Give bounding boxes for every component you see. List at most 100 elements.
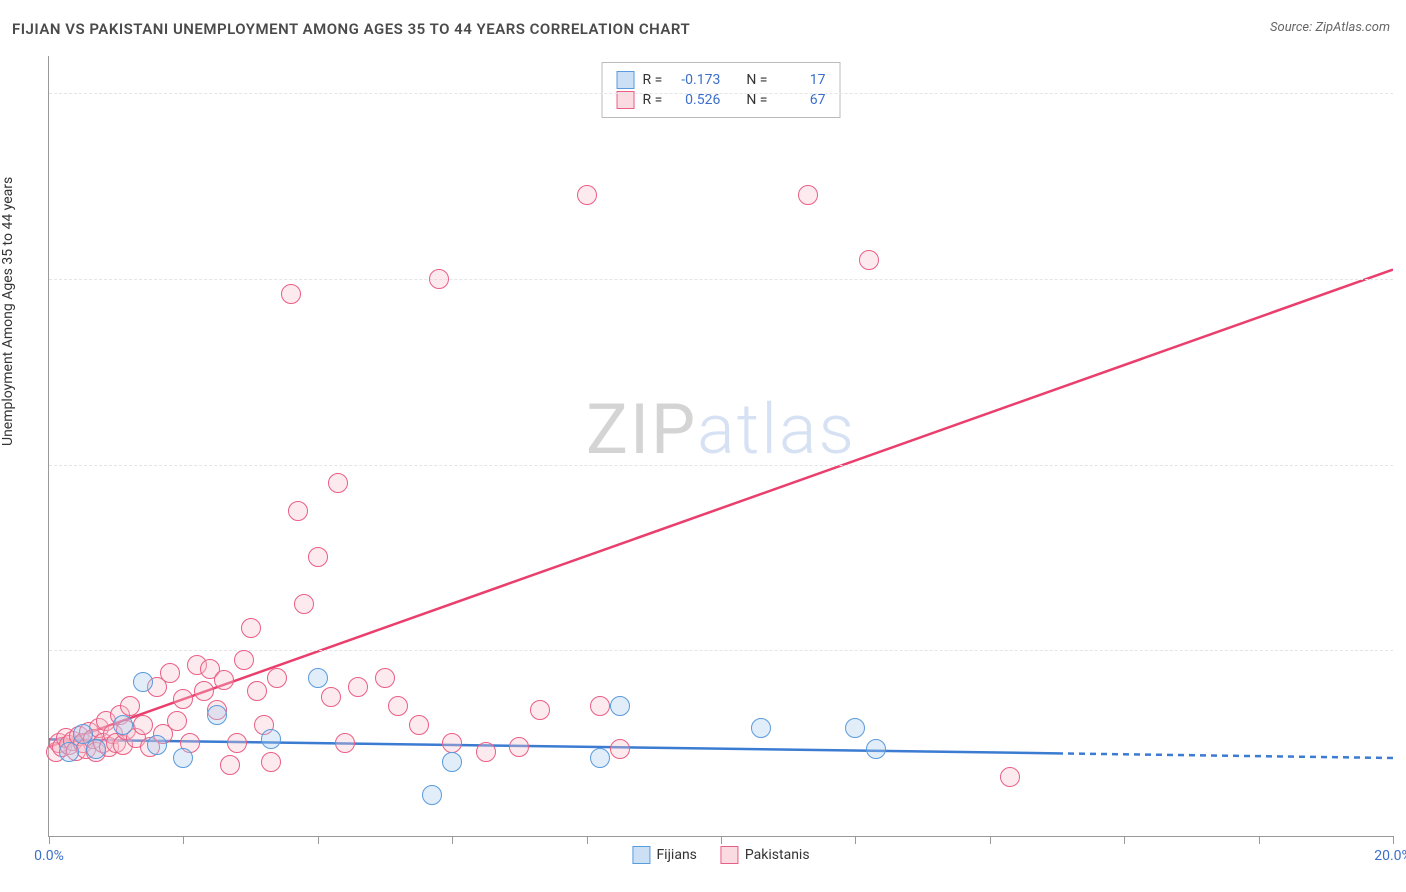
n-value-fijians: 17 bbox=[775, 72, 825, 88]
data-point bbox=[590, 696, 610, 716]
r-value-pakistanis: 0.526 bbox=[670, 92, 720, 108]
data-point bbox=[335, 733, 355, 753]
data-point bbox=[86, 739, 106, 759]
gridline bbox=[49, 465, 1393, 466]
correlation-stats-box: R = -0.173 N = 17 R = 0.526 N = 67 bbox=[602, 62, 841, 118]
gridline bbox=[49, 279, 1393, 280]
source-name: ZipAtlas.com bbox=[1315, 20, 1390, 35]
data-point bbox=[261, 729, 281, 749]
stat-row-fijians: R = -0.173 N = 17 bbox=[617, 71, 826, 89]
data-point bbox=[442, 752, 462, 772]
x-tick bbox=[1393, 836, 1394, 844]
data-point bbox=[167, 711, 187, 731]
data-point bbox=[113, 715, 133, 735]
data-point bbox=[866, 739, 886, 759]
legend-item-pakistanis: Pakistanis bbox=[721, 846, 810, 864]
data-point bbox=[133, 715, 153, 735]
data-point bbox=[59, 742, 79, 762]
legend-swatch-fijians bbox=[632, 846, 650, 864]
x-tick-label: 20.0% bbox=[1374, 848, 1406, 864]
legend: Fijians Pakistanis bbox=[632, 846, 809, 864]
x-tick bbox=[990, 836, 991, 844]
watermark-atlas: atlas bbox=[697, 389, 856, 471]
y-axis-label: Unemployment Among Ages 35 to 44 years bbox=[0, 177, 16, 446]
data-point bbox=[476, 742, 496, 762]
data-point bbox=[610, 696, 630, 716]
data-point bbox=[845, 718, 865, 738]
x-tick bbox=[318, 836, 319, 844]
data-point bbox=[261, 752, 281, 772]
data-point bbox=[227, 733, 247, 753]
data-point bbox=[308, 547, 328, 567]
data-point bbox=[288, 501, 308, 521]
n-label: N = bbox=[746, 72, 767, 88]
legend-item-fijians: Fijians bbox=[632, 846, 696, 864]
data-point bbox=[234, 650, 254, 670]
data-point bbox=[375, 668, 395, 688]
data-point bbox=[509, 737, 529, 757]
data-point bbox=[194, 681, 214, 701]
data-point bbox=[429, 269, 449, 289]
legend-label-fijians: Fijians bbox=[656, 847, 696, 863]
data-point bbox=[133, 672, 153, 692]
data-point bbox=[308, 668, 328, 688]
n-label: N = bbox=[746, 92, 767, 108]
data-point bbox=[590, 748, 610, 768]
data-point bbox=[160, 663, 180, 683]
data-point bbox=[328, 473, 348, 493]
x-tick bbox=[855, 836, 856, 844]
r-label: R = bbox=[643, 72, 663, 88]
x-tick bbox=[183, 836, 184, 844]
r-label: R = bbox=[643, 92, 663, 108]
r-value-fijians: -0.173 bbox=[670, 72, 720, 88]
data-point bbox=[294, 594, 314, 614]
trend-lines-layer bbox=[49, 56, 1393, 836]
watermark-zip: ZIP bbox=[586, 389, 697, 471]
data-point bbox=[1000, 767, 1020, 787]
y-tick-label: 10.0% bbox=[1398, 642, 1406, 658]
legend-label-pakistanis: Pakistanis bbox=[745, 847, 810, 863]
data-point bbox=[147, 735, 167, 755]
n-value-pakistanis: 67 bbox=[775, 92, 825, 108]
plot-area: ZIPatlas R = -0.173 N = 17 R = 0.526 N =… bbox=[48, 56, 1393, 837]
data-point bbox=[120, 696, 140, 716]
source-credit: Source: ZipAtlas.com bbox=[1270, 20, 1390, 35]
data-point bbox=[321, 687, 341, 707]
gridline bbox=[49, 93, 1393, 94]
x-tick bbox=[1259, 836, 1260, 844]
gridline bbox=[49, 650, 1393, 651]
data-point bbox=[267, 668, 287, 688]
x-tick bbox=[1124, 836, 1125, 844]
data-point bbox=[220, 755, 240, 775]
y-tick-label: 40.0% bbox=[1398, 85, 1406, 101]
data-point bbox=[442, 733, 462, 753]
data-point bbox=[610, 739, 630, 759]
data-point bbox=[859, 250, 879, 270]
x-tick bbox=[587, 836, 588, 844]
data-point bbox=[173, 689, 193, 709]
data-point bbox=[241, 618, 261, 638]
legend-swatch-pakistanis bbox=[721, 846, 739, 864]
data-point bbox=[577, 185, 597, 205]
x-tick bbox=[452, 836, 453, 844]
x-tick bbox=[721, 836, 722, 844]
data-point bbox=[207, 705, 227, 725]
watermark: ZIPatlas bbox=[586, 389, 856, 471]
data-point bbox=[348, 677, 368, 697]
data-point bbox=[214, 670, 234, 690]
data-point bbox=[173, 748, 193, 768]
data-point bbox=[388, 696, 408, 716]
y-tick-label: 20.0% bbox=[1398, 457, 1406, 473]
data-point bbox=[247, 681, 267, 701]
x-tick-label: 0.0% bbox=[34, 848, 64, 864]
data-point bbox=[530, 700, 550, 720]
data-point bbox=[751, 718, 771, 738]
swatch-fijians bbox=[617, 71, 635, 89]
data-point bbox=[422, 785, 442, 805]
x-tick bbox=[49, 836, 50, 844]
chart-title: FIJIAN VS PAKISTANI UNEMPLOYMENT AMONG A… bbox=[12, 20, 690, 38]
y-tick-label: 30.0% bbox=[1398, 271, 1406, 287]
data-point bbox=[281, 284, 301, 304]
data-point bbox=[798, 185, 818, 205]
source-prefix: Source: bbox=[1270, 20, 1315, 35]
